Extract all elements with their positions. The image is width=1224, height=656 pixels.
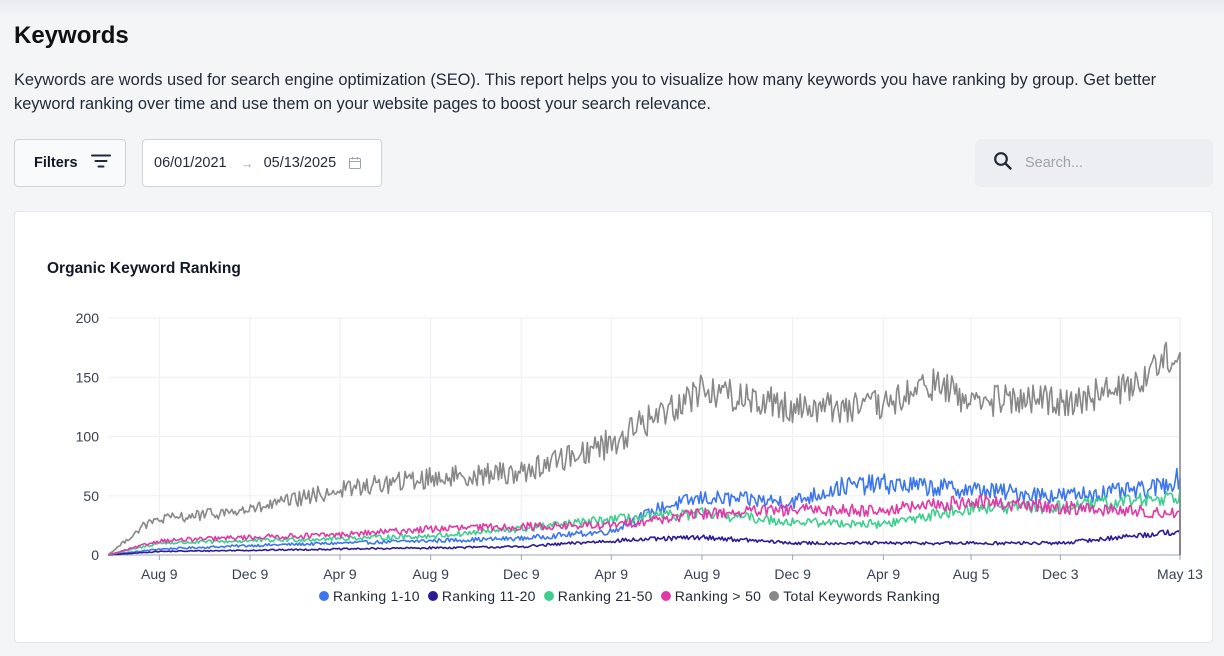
- legend-item[interactable]: Ranking 1-10: [318, 588, 420, 604]
- y-tick-label: 50: [83, 488, 99, 504]
- legend-dot-icon: [318, 591, 329, 601]
- start-date-input[interactable]: 06/01/2021: [154, 155, 227, 171]
- x-tick-label: Aug 9: [684, 566, 721, 582]
- legend-label: Ranking 21-50: [557, 588, 653, 604]
- x-tick-label: Dec 9: [232, 566, 269, 582]
- filters-button[interactable]: Filters: [14, 139, 126, 187]
- x-tick-label: Apr 9: [595, 566, 629, 582]
- x-tick-label: Dec 9: [774, 566, 811, 582]
- series-line-1: [107, 467, 1181, 556]
- legend-label: Total Keywords Ranking: [783, 588, 941, 604]
- x-tick-label: Aug 9: [141, 566, 178, 582]
- legend-item[interactable]: Ranking 11-20: [427, 588, 536, 604]
- series-line-3: [107, 488, 1181, 556]
- filter-icon: [90, 153, 111, 173]
- x-tick-label: Dec 9: [503, 566, 540, 582]
- chart-card: Organic Keyword Ranking 0 50 100 150 200 Aug …: [14, 211, 1213, 643]
- x-tick-label: Aug 5: [953, 566, 990, 582]
- x-tick-label: Apr 9: [867, 566, 901, 582]
- legend-label: Ranking 11-20: [441, 588, 536, 604]
- legend-label: Ranking 1-10: [332, 588, 420, 604]
- legend-dot-icon: [769, 591, 780, 601]
- filters-label: Filters: [34, 155, 78, 171]
- series-line-5: [107, 341, 1181, 556]
- arrow-right-icon: →: [240, 155, 254, 171]
- chart-title: Organic Keyword Ranking: [47, 260, 241, 277]
- legend-item[interactable]: Total Keywords Ranking: [769, 588, 940, 604]
- chart-legend: Ranking 1-10 Ranking 11-20 Ranking 21-50 Ra…: [15, 588, 1214, 604]
- y-tick-label: 200: [76, 310, 100, 326]
- calendar-icon[interactable]: [348, 156, 362, 170]
- series-line-2: [107, 529, 1181, 556]
- x-tick-label: Apr 9: [323, 566, 357, 582]
- top-shadow: [0, 0, 1224, 18]
- x-tick-label: May 13: [1157, 566, 1203, 582]
- search-icon: [993, 151, 1013, 176]
- y-tick-label: 150: [76, 369, 100, 385]
- legend-dot-icon: [660, 591, 671, 601]
- page-title: Keywords: [14, 22, 129, 49]
- x-tick-label: Dec 3: [1042, 566, 1079, 582]
- search-box[interactable]: [975, 139, 1213, 187]
- page-description: Keywords are words used for search engin…: [14, 71, 1157, 113]
- date-range-picker[interactable]: 06/01/2021 → 05/13/2025: [142, 139, 382, 187]
- end-date-input[interactable]: 05/13/2025: [263, 155, 337, 171]
- legend-dot-icon: [543, 591, 554, 601]
- y-tick-label: 0: [91, 547, 99, 563]
- series-line-4: [107, 494, 1181, 556]
- legend-dot-icon: [427, 591, 438, 601]
- legend-item[interactable]: Ranking 21-50: [543, 588, 653, 604]
- line-chart: 0 50 100 150 200 Aug 9 Dec 9 Apr 9 Aug 9 Dec 9 Apr…: [76, 310, 1204, 582]
- legend-item[interactable]: Ranking > 50: [660, 588, 762, 604]
- search-input[interactable]: [1025, 155, 1195, 171]
- legend-label: Ranking > 50: [674, 588, 762, 604]
- x-tick-label: Aug 9: [412, 566, 449, 582]
- y-tick-label: 100: [76, 429, 100, 445]
